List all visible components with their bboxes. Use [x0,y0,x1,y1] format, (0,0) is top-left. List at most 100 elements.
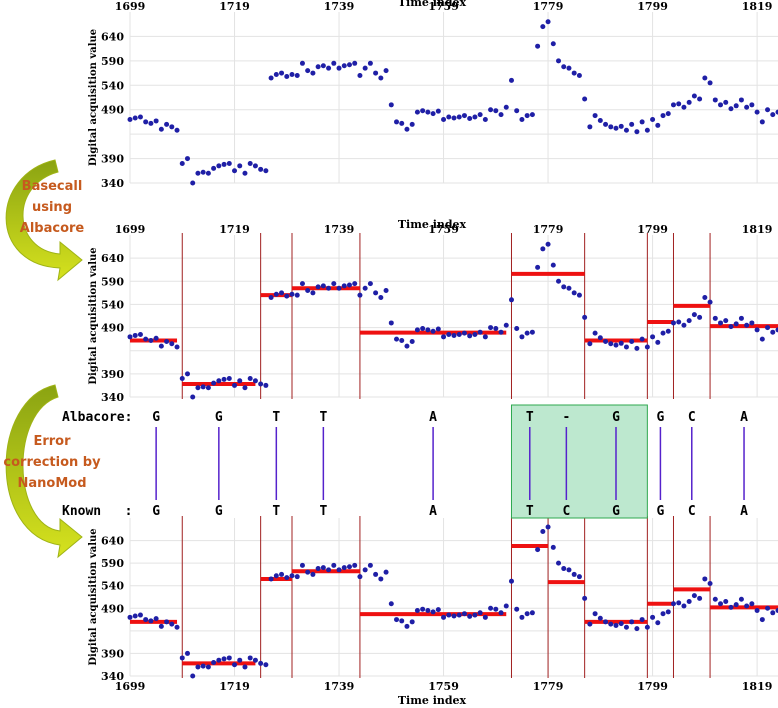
data-point [676,319,682,325]
data-point [765,107,771,113]
y-tick-label: 390 [101,647,124,660]
data-point [665,609,671,615]
data-point [733,602,739,608]
data-point [697,314,703,320]
data-point [435,108,441,114]
x-axis-title: Time index [398,694,467,707]
data-point [540,529,546,535]
data-point [623,127,629,133]
data-point [686,599,692,605]
data-point [451,115,457,121]
data-point [770,329,776,335]
data-point [608,124,614,130]
albacore-base: G [612,410,620,425]
data-point [728,324,734,330]
y-tick-label: 590 [101,557,124,570]
x-tick-label: 1739 [324,680,355,693]
data-point [503,104,509,110]
data-point [425,327,431,333]
data-point [451,332,457,338]
data-point [268,75,274,81]
data-point [216,657,222,663]
data-point [749,320,755,326]
data-point [754,327,760,333]
x-tick-label: 1819 [742,223,773,236]
data-point [247,375,253,381]
data-point [535,43,541,49]
data-point [723,599,729,605]
data-point [467,333,473,339]
data-point [488,605,494,611]
data-point [383,68,389,74]
data-point [336,285,342,291]
x-tick-label: 1759 [428,223,459,236]
data-point [498,610,504,616]
data-point [508,297,514,303]
data-point [388,102,394,108]
data-point [127,116,133,122]
data-point [441,334,447,340]
data-point [383,288,389,294]
data-point [310,290,316,296]
data-point [315,64,321,70]
data-point [242,664,248,670]
x-tick-label: 1739 [324,223,355,236]
data-point [273,72,279,78]
data-point [352,562,358,568]
basecall-note-line3: Albacore [20,221,85,236]
data-point [587,124,593,130]
data-point [456,332,462,338]
data-point [153,616,159,622]
data-point [352,60,358,66]
data-point [430,609,436,615]
data-point [367,60,373,66]
data-point [315,566,321,572]
data-point [148,618,154,624]
known-base: G [152,504,160,519]
x-tick-label: 1719 [219,0,250,13]
data-point [603,121,609,127]
known-base: C [688,504,696,519]
data-point [184,371,190,377]
data-point [164,619,170,625]
data-point [691,593,697,599]
data-point [420,325,426,331]
data-point [582,96,588,102]
data-point [472,612,478,618]
data-point [566,285,572,291]
data-point [299,60,305,66]
data-point [592,611,598,617]
data-point [461,113,467,119]
y-tick-label: 540 [101,580,124,593]
data-point [770,112,776,118]
data-point [305,68,311,74]
data-point [655,620,661,626]
data-point [367,281,373,287]
data-point [137,114,143,120]
data-point [676,101,682,107]
x-tick-label: 1739 [324,0,355,13]
data-point [691,93,697,99]
data-point [456,114,462,120]
data-point [681,603,687,609]
data-point [242,170,248,176]
data-point [660,330,666,336]
data-point [503,603,509,609]
y-tick-label: 390 [101,153,124,166]
known-base: G [657,504,665,519]
albacore-base: G [215,410,223,425]
data-point [686,318,692,324]
data-point [618,340,624,346]
data-point [446,332,452,338]
data-point [279,290,285,296]
data-point [707,80,713,86]
data-point [660,113,666,119]
data-point [576,292,582,298]
data-point [493,606,499,612]
data-point [613,342,619,348]
data-point [733,321,739,327]
data-point [665,111,671,117]
data-point [556,58,562,64]
data-point [639,617,645,623]
albacore-base: T [526,410,534,425]
